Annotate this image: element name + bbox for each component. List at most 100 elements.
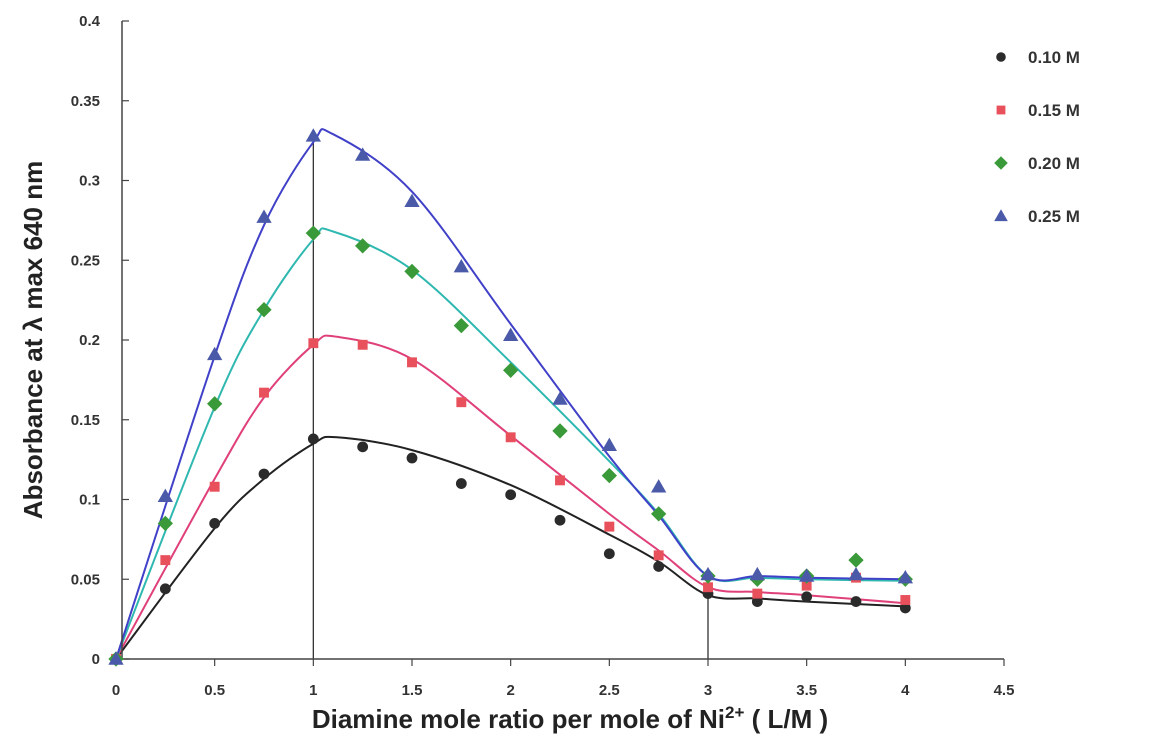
legend-marker xyxy=(994,156,1008,170)
data-point xyxy=(897,570,913,584)
data-point xyxy=(749,566,765,581)
data-point xyxy=(404,193,420,207)
x-tick-label: 0 xyxy=(112,682,120,699)
y-axis-ticks: 0 0.05 0.1 0.15 0.2 0.25 0.3 0.35 0.4 xyxy=(71,13,129,668)
data-point xyxy=(305,128,321,142)
data-point xyxy=(157,488,173,503)
data-point xyxy=(256,209,272,223)
data-point xyxy=(601,437,617,452)
data-point xyxy=(503,327,519,341)
legend-label: 0.25 M xyxy=(1028,207,1080,226)
data-point xyxy=(651,506,667,522)
y-tick-label: 0.1 xyxy=(79,492,100,509)
data-point xyxy=(752,588,763,599)
data-point xyxy=(355,147,371,161)
data-point xyxy=(848,566,864,581)
data-point xyxy=(160,555,171,566)
data-point xyxy=(453,258,469,273)
data-points xyxy=(108,128,913,667)
data-point xyxy=(603,548,615,560)
y-tick-label: 0 xyxy=(92,651,100,668)
x-axis-title-suffix: ( L/M ) xyxy=(744,704,828,734)
data-point xyxy=(900,595,911,605)
data-point xyxy=(256,302,272,318)
reference-lines xyxy=(312,135,709,659)
data-point xyxy=(653,550,664,561)
x-axis-title-main: Diamine mole ratio per mole of Ni xyxy=(312,704,725,734)
y-tick-label: 0.35 xyxy=(71,93,100,110)
data-point xyxy=(554,514,566,526)
data-point xyxy=(357,339,368,350)
y-tick-label: 0.25 xyxy=(71,252,100,269)
data-point xyxy=(355,238,371,254)
data-point xyxy=(703,582,713,593)
x-axis-title-superscript: 2+ xyxy=(725,703,744,722)
legend-marker xyxy=(994,209,1008,222)
legend-marker xyxy=(996,52,1006,62)
fit-curve-3 xyxy=(115,128,906,660)
data-point xyxy=(407,357,417,368)
data-point xyxy=(209,518,221,529)
fit-curves xyxy=(115,128,906,660)
data-point xyxy=(503,362,519,378)
x-axis-title: Diamine mole ratio per mole of Ni2+ ( L/… xyxy=(312,703,828,734)
data-point xyxy=(207,396,223,412)
y-tick-label: 0.2 xyxy=(79,332,100,349)
data-point xyxy=(850,596,862,607)
data-point xyxy=(751,596,763,607)
legend: 0.10 M 0.15 M 0.20 M 0.25 M xyxy=(994,48,1080,226)
x-tick-label: 1 xyxy=(309,682,317,699)
data-point xyxy=(456,397,467,408)
fit-curve-2 xyxy=(115,227,906,660)
data-point xyxy=(357,441,369,453)
y-axis-title: Absorbance at λ max 640 nm xyxy=(18,161,48,519)
data-point xyxy=(552,391,568,405)
data-point xyxy=(604,521,615,532)
x-tick-label: 2.5 xyxy=(599,682,620,699)
data-point xyxy=(555,475,565,486)
y-tick-label: 0.3 xyxy=(79,173,100,190)
legend-label: 0.10 M xyxy=(1028,48,1080,67)
data-point xyxy=(305,225,321,241)
x-tick-label: 2 xyxy=(506,682,514,699)
data-point xyxy=(108,651,124,665)
fit-curve-0 xyxy=(115,435,906,660)
x-tick-label: 3 xyxy=(704,682,712,699)
data-point xyxy=(653,561,665,572)
data-point xyxy=(848,552,864,568)
data-point xyxy=(801,580,812,591)
y-tick-label: 0.4 xyxy=(79,13,101,30)
data-point xyxy=(259,387,269,398)
x-tick-label: 4 xyxy=(901,682,910,699)
data-point xyxy=(258,468,270,480)
data-point xyxy=(404,263,420,280)
axes xyxy=(116,21,1004,660)
x-tick-label: 1.5 xyxy=(402,682,423,699)
data-point xyxy=(552,423,568,439)
data-point xyxy=(505,432,516,443)
x-tick-label: 3.5 xyxy=(796,682,817,699)
y-tick-label: 0.05 xyxy=(71,571,100,588)
data-point xyxy=(801,591,813,603)
data-point xyxy=(308,338,319,349)
data-point xyxy=(700,566,716,581)
legend-label: 0.15 M xyxy=(1028,101,1080,120)
legend-label: 0.20 M xyxy=(1028,154,1080,173)
y-tick-label: 0.15 xyxy=(71,412,100,429)
data-point xyxy=(157,515,173,532)
x-tick-label: 4.5 xyxy=(994,682,1015,699)
data-point xyxy=(209,481,220,492)
data-point xyxy=(601,467,617,484)
data-point xyxy=(799,568,815,582)
data-point xyxy=(159,583,171,595)
data-point xyxy=(406,452,418,464)
data-point xyxy=(505,489,517,501)
legend-marker xyxy=(996,105,1006,115)
x-axis-ticks: 0 0.5 1 1.5 2 2.5 3 3.5 4 4.5 xyxy=(112,659,1015,699)
data-point xyxy=(899,602,911,614)
data-point xyxy=(307,433,319,445)
data-point xyxy=(651,479,667,493)
data-point xyxy=(455,478,467,489)
x-tick-label: 0.5 xyxy=(204,682,225,699)
